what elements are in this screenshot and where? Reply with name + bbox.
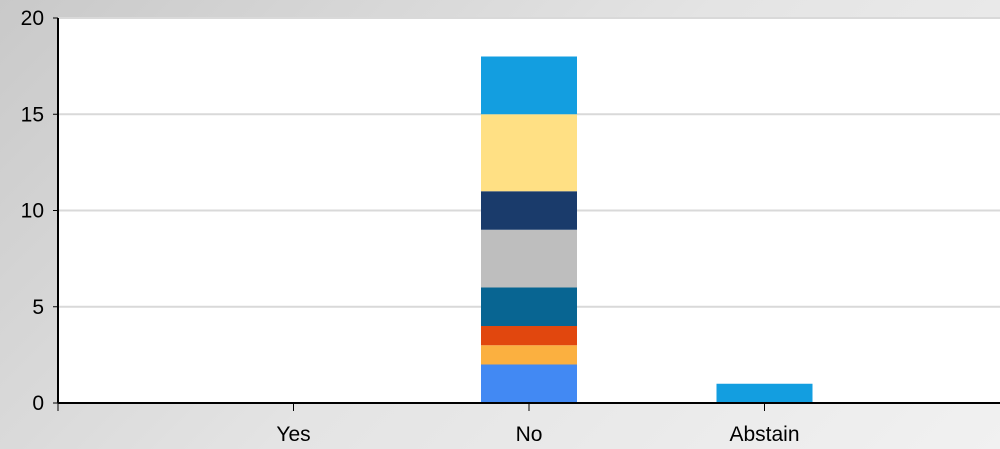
x-tick-label: Yes [276, 423, 310, 446]
x-tick-label: Abstain [729, 423, 799, 446]
bar-segment[interactable] [481, 191, 577, 230]
bar-segment[interactable] [481, 229, 577, 288]
x-tick-label: No [516, 423, 543, 446]
y-axis-ticks: 0 5 10 15 20 [21, 7, 58, 415]
bar-segment[interactable] [716, 383, 813, 403]
bar-segment[interactable] [481, 56, 577, 115]
y-tick-label: 5 [32, 296, 44, 319]
bar-segment[interactable] [481, 287, 577, 327]
y-tick-label: 0 [32, 392, 44, 415]
bar-segment[interactable] [481, 114, 577, 192]
y-tick-label: 15 [21, 103, 44, 126]
bar-segment[interactable] [481, 345, 577, 365]
x-axis-ticks: Yes No Abstain [57, 403, 800, 446]
bars [481, 56, 813, 404]
bar-segment[interactable] [481, 364, 577, 404]
bar-segment[interactable] [481, 326, 577, 346]
y-tick-label: 10 [21, 200, 44, 223]
y-tick-label: 20 [21, 7, 44, 30]
